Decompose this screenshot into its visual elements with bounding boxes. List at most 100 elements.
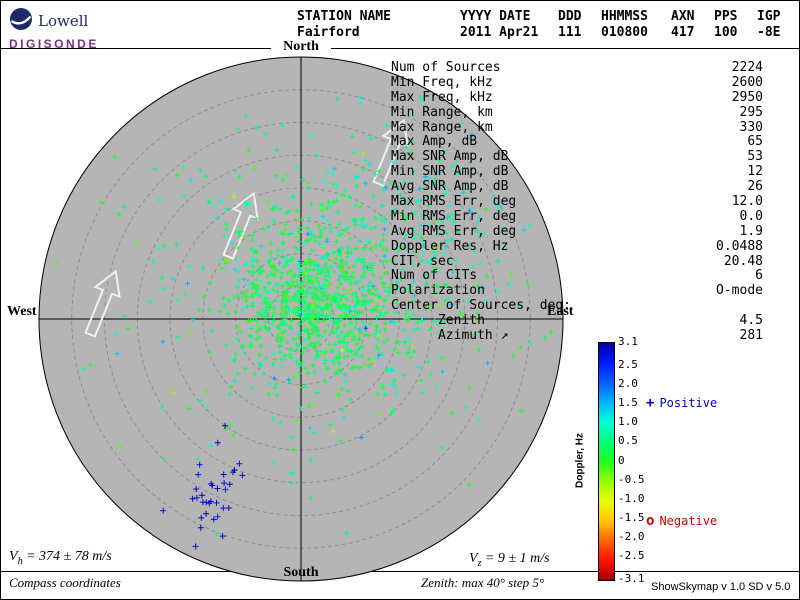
- scatter-points: [271, 375, 364, 440]
- stat-value: 4.5: [739, 313, 763, 329]
- stat-label: Azimuth ↗: [391, 328, 509, 344]
- footer-divider: [1, 571, 799, 572]
- header-col-label: IGP: [757, 9, 781, 24]
- vz-value: = 9 ± 1 m/s: [481, 551, 550, 566]
- scatter-points: [343, 152, 442, 316]
- colorbar-tick: -2.0: [618, 529, 645, 543]
- stat-row: Min RMS Err, deg 0.0: [391, 208, 763, 225]
- stat-row: Min SNR Amp, dB 12: [391, 164, 763, 180]
- scatter-points: [317, 140, 471, 333]
- drift-arrow: [84, 269, 121, 338]
- station-header-labels: STATION NAME YYYY DATE DDD HHMMSS AXN PPS IGP: [297, 9, 795, 25]
- logo: Lowell DIGISONDE: [9, 7, 99, 51]
- scatter-points: [189, 439, 238, 550]
- drift-arrow: [372, 118, 409, 187]
- stat-label: Min Freq, kHz: [391, 74, 493, 90]
- scatter-points: [332, 166, 471, 324]
- legend-positive: + Positive: [646, 395, 717, 411]
- header-col-value: 010800: [601, 25, 648, 40]
- scatter-points: [53, 178, 465, 450]
- scatter-points: [174, 168, 382, 453]
- stat-value: O-mode: [716, 283, 763, 299]
- stat-row: Azimuth ↗ 281: [391, 328, 763, 344]
- scatter-points: [116, 212, 524, 444]
- compass-label-north: North: [271, 39, 331, 55]
- header-col-value: 2011 Apr21: [460, 25, 539, 40]
- header-col-label: AXN: [671, 9, 695, 24]
- header-col-value: 100: [714, 25, 738, 40]
- stat-value: 281: [739, 328, 763, 344]
- stat-label: Avg RMS Err, deg: [391, 223, 517, 239]
- stat-row: Max Freq, kHz 2950: [391, 89, 763, 106]
- zenith-range-caption: Zenith: max 40° step 5°: [421, 575, 545, 590]
- stat-value: 26: [747, 179, 763, 195]
- colorbar-tick: 1.5: [618, 396, 638, 410]
- stat-value: 330: [739, 119, 763, 135]
- stat-value: 0.0: [739, 208, 763, 224]
- station-header-values: Fairford 2011 Apr21 111 010800 417 100 -8E: [297, 25, 795, 41]
- scatter-points: [201, 199, 419, 397]
- scatter-points: [320, 94, 503, 345]
- vertical-velocity-text: Vz = 9 ± 1 m/s: [469, 551, 550, 569]
- colorbar-ticks: 3.1 2.5 2.0 1.5 1.0 0.5 0 -0.5 -1.0 -1.5 -2.0 -2.5 -…: [618, 336, 652, 585]
- stat-value: 2224: [731, 60, 763, 75]
- colorbar-tick: 0: [618, 453, 625, 467]
- stat-value: 20.48: [723, 253, 763, 269]
- header-col-label: PPS: [714, 9, 738, 24]
- colorbar-tick: 2.5: [618, 357, 638, 371]
- header-col-label: DDD: [558, 9, 582, 24]
- scatter-points: [174, 120, 522, 462]
- stat-label: Zenith: [391, 313, 485, 329]
- stat-row: Max Amp, dB 65: [391, 135, 763, 150]
- stat-row: Avg RMS Err, deg 1.9: [391, 223, 763, 240]
- colorbar-tick: 1.0: [618, 415, 638, 429]
- compass-label-south: South: [283, 565, 319, 580]
- stat-value: 12: [747, 164, 763, 180]
- colorbar-gradient: [598, 342, 615, 581]
- vz-symbol: V: [469, 551, 478, 566]
- scatter-points: [170, 317, 477, 395]
- scatter-points: [373, 296, 415, 350]
- stat-row: Num of CITs 6: [391, 269, 763, 284]
- scatter-points: [322, 164, 532, 324]
- stat-label: Max Amp, dB: [391, 134, 478, 150]
- colorbar-tick: 2.0: [618, 377, 638, 391]
- scatter-points: [199, 422, 229, 517]
- legend-negative-label: Negative: [659, 514, 718, 528]
- stat-row: Polarization O-mode: [391, 283, 763, 299]
- scatter-points: [87, 199, 531, 488]
- legend-positive-label: Positive: [659, 396, 718, 410]
- stat-value: 6: [755, 268, 763, 284]
- station-header: STATION NAME YYYY DATE DDD HHMMSS AXN PPS IGP …: [297, 9, 795, 41]
- stat-row: Num of Sources 2224: [391, 60, 763, 76]
- stat-label: Min SNR Amp, dB: [391, 164, 509, 180]
- header-col-label: HHMMSS: [601, 9, 648, 24]
- stat-label: Max Freq, kHz: [391, 89, 493, 105]
- scatter-points: [114, 133, 501, 449]
- scatter-points: [419, 168, 473, 241]
- stat-row: Center of Sources, deg:: [391, 298, 763, 314]
- stat-label: Min RMS Err, deg: [391, 208, 517, 224]
- scatter-points: [152, 148, 448, 536]
- scatter-points: [293, 287, 299, 293]
- stats-panel: Num of Sources 2224 Min Freq, kHz 2600 Max F…: [391, 60, 763, 344]
- stat-row: Avg SNR Amp, dB 26: [391, 179, 763, 195]
- scatter-points: [122, 147, 416, 421]
- header-col-value: 417: [671, 25, 695, 40]
- compass-label-east: East: [547, 304, 574, 319]
- scatter-points: [349, 276, 393, 371]
- colorbar-title: Doppler, Hz: [574, 433, 586, 489]
- scatter-points: [363, 325, 369, 331]
- stat-row: Max RMS Err, deg 12.0: [391, 194, 763, 210]
- scatter-points: [349, 134, 460, 288]
- header-col-label: STATION NAME: [297, 9, 391, 24]
- scatter-points: [204, 166, 514, 395]
- circle-marker-icon: o: [646, 513, 655, 529]
- stat-value: 295: [739, 104, 763, 120]
- colorbar-tick: -2.5: [618, 549, 645, 563]
- stat-value: 1.9: [739, 223, 763, 239]
- stat-label: Max SNR Amp, dB: [391, 149, 509, 165]
- vh-subscript: h: [17, 555, 23, 567]
- stat-label: Max RMS Err, deg: [391, 194, 517, 210]
